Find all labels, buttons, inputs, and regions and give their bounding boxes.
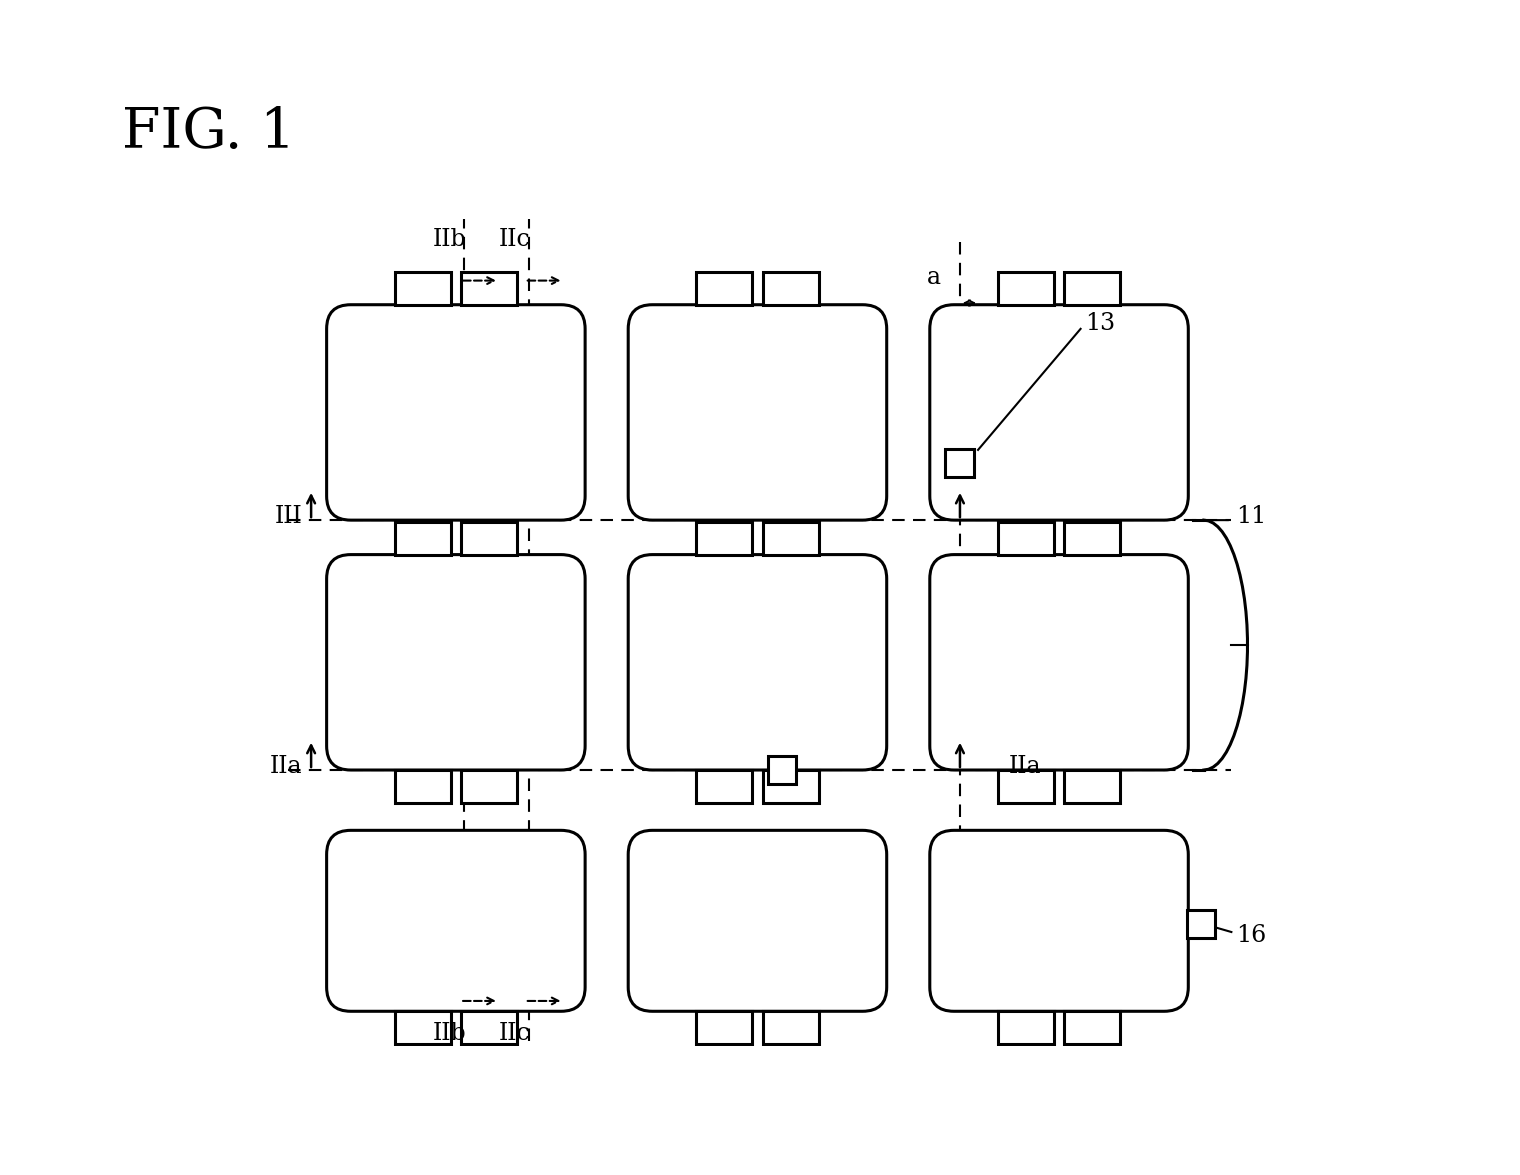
Bar [461,770,517,803]
Bar [1064,1012,1120,1045]
Text: IIb: IIb [433,1022,467,1045]
Bar [1064,522,1120,555]
Bar [763,1012,819,1045]
Bar [1064,770,1120,803]
Text: 11: 11 [1236,505,1266,529]
FancyBboxPatch shape [930,304,1189,521]
Bar [395,522,451,555]
Bar [763,522,819,555]
Bar [997,1012,1053,1045]
Text: FIG. 1: FIG. 1 [122,106,295,161]
Text: 16: 16 [1236,924,1266,947]
Text: IIa: IIa [271,756,302,778]
Bar [997,522,1053,555]
Bar [395,1012,451,1045]
Bar [395,770,451,803]
FancyBboxPatch shape [327,304,585,521]
FancyBboxPatch shape [327,831,585,1012]
FancyBboxPatch shape [930,555,1189,770]
Bar [763,770,819,803]
Text: 13: 13 [1085,313,1116,335]
Text: IIa: IIa [1009,756,1041,778]
Bar [696,770,752,803]
Bar [997,271,1053,304]
FancyBboxPatch shape [327,555,585,770]
Text: IIb: IIb [433,228,467,251]
Text: a: a [927,267,941,289]
Bar [461,522,517,555]
Bar [1187,909,1214,938]
Bar [696,271,752,304]
Bar [1064,271,1120,304]
Bar [696,522,752,555]
Bar [997,770,1053,803]
Bar [696,1012,752,1045]
Text: IIc: IIc [499,1022,530,1045]
Bar [768,756,796,784]
Text: III: III [275,505,302,529]
Bar [945,449,974,477]
Text: IIc: IIc [499,228,530,251]
FancyBboxPatch shape [628,304,886,521]
FancyBboxPatch shape [628,831,886,1012]
Bar [461,1012,517,1045]
Bar [461,271,517,304]
FancyBboxPatch shape [628,555,886,770]
Bar [763,271,819,304]
Bar [395,271,451,304]
FancyBboxPatch shape [930,831,1189,1012]
